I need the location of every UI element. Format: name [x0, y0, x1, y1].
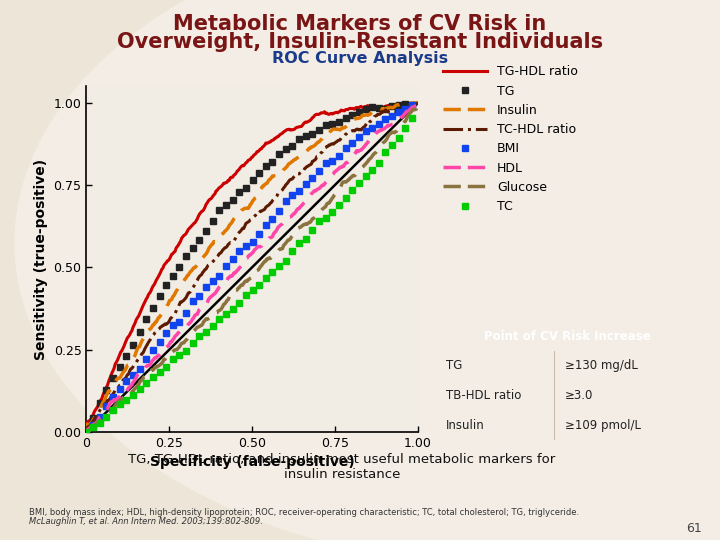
Text: ≥109 pmol/L: ≥109 pmol/L — [565, 418, 641, 432]
Text: Metabolic Markers of CV Risk in: Metabolic Markers of CV Risk in — [174, 14, 546, 33]
Text: Insulin: Insulin — [446, 418, 485, 432]
Legend: TG-HDL ratio, TG, Insulin, TC-HDL ratio, BMI, HDL, Glucose, TC: TG-HDL ratio, TG, Insulin, TC-HDL ratio,… — [438, 60, 583, 218]
Text: ROC Curve Analysis: ROC Curve Analysis — [272, 51, 448, 66]
Y-axis label: Sensitivity (true-positive): Sensitivity (true-positive) — [34, 159, 48, 360]
Text: TB-HDL ratio: TB-HDL ratio — [446, 389, 521, 402]
Text: TG, TG-HDL ratio, and insulin most useful metabolic markers for
insulin resistan: TG, TG-HDL ratio, and insulin most usefu… — [128, 453, 556, 481]
Text: Overweight, Insulin-Resistant Individuals: Overweight, Insulin-Resistant Individual… — [117, 32, 603, 52]
Text: ≥3.0: ≥3.0 — [565, 389, 593, 402]
Text: McLaughlin T, et al. Ann Intern Med. 2003;139:802-809.: McLaughlin T, et al. Ann Intern Med. 200… — [29, 517, 263, 526]
Text: Point of CV Risk Increase: Point of CV Risk Increase — [484, 329, 650, 343]
Text: TG: TG — [446, 359, 462, 373]
Text: BMI, body mass index; HDL, high-density lipoprotein; ROC, receiver-operating cha: BMI, body mass index; HDL, high-density … — [29, 508, 579, 517]
Text: 61: 61 — [686, 522, 702, 535]
Text: ≥130 mg/dL: ≥130 mg/dL — [565, 359, 638, 373]
X-axis label: Specificity (false-positive): Specificity (false-positive) — [150, 455, 354, 469]
